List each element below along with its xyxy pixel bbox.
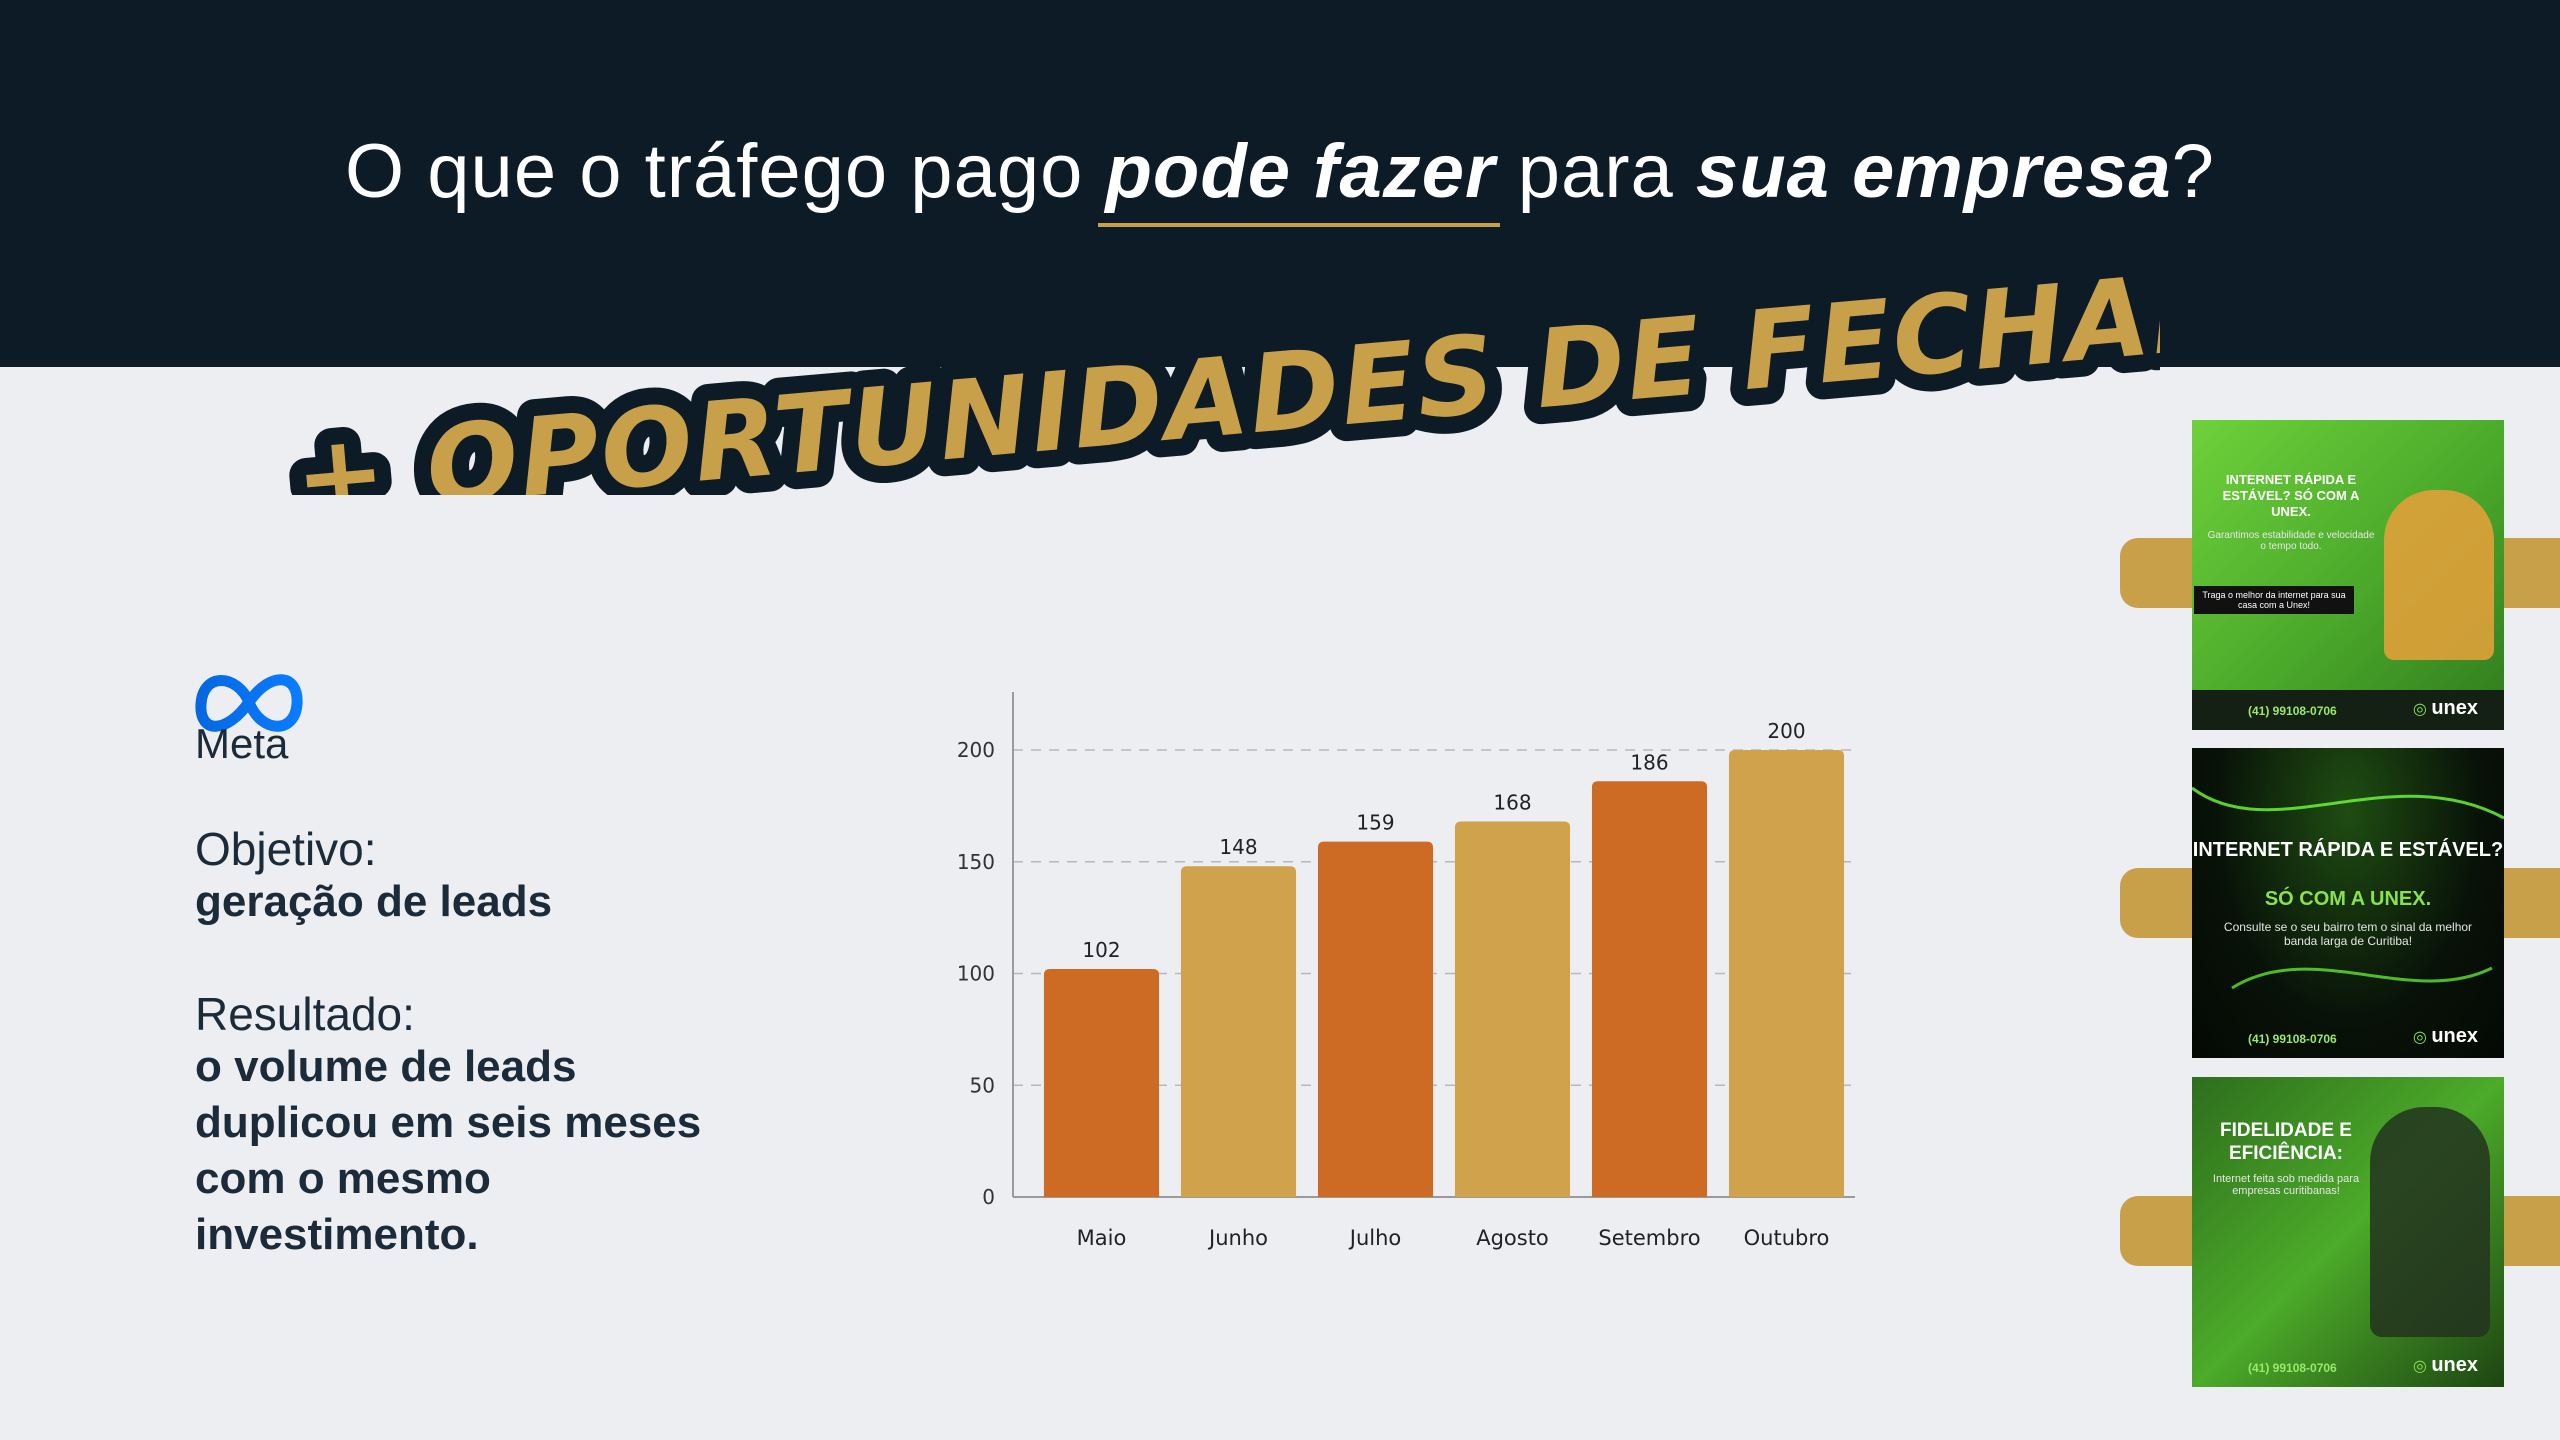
person-illustration — [2384, 490, 2494, 660]
bar-value-label: 186 — [1630, 750, 1668, 774]
y-tick-label: 100 — [957, 962, 995, 986]
bar-value-label: 102 — [1082, 938, 1120, 962]
bar-agosto — [1454, 821, 1571, 1197]
x-tick-label: Agosto — [1476, 1226, 1549, 1250]
unex-logo: unex — [2413, 1354, 2478, 1377]
bar-value-label: 159 — [1356, 811, 1394, 835]
title-emphasis-2: sua empresa — [1695, 129, 2172, 214]
ad-2-phone: (41) 99108-0706 — [2248, 1032, 2337, 1046]
bar-setembro — [1591, 781, 1708, 1197]
bar-maio — [1043, 969, 1160, 1197]
ad-3-phone: (41) 99108-0706 — [2248, 1361, 2337, 1375]
ad-1-title: INTERNET RÁPIDA E ESTÁVEL? SÓ COM A UNEX… — [2222, 472, 2360, 519]
person-illustration — [2370, 1107, 2490, 1337]
ad-1-subtitle: Garantimos estabilidade e velocidade o t… — [2207, 530, 2375, 552]
ad-thumbnail-1[interactable]: INTERNET RÁPIDA E ESTÁVEL? SÓ COM A UNEX… — [2192, 420, 2504, 730]
bar-julho — [1317, 841, 1434, 1197]
bar-value-label: 148 — [1219, 835, 1257, 859]
x-tick-label: Outubro — [1744, 1226, 1830, 1250]
objective-value: geração de leads — [195, 877, 553, 926]
y-tick-label: 150 — [957, 850, 995, 874]
title-part-1: O que o tráfego pago — [345, 129, 1106, 214]
title-part-3: ? — [2171, 129, 2215, 214]
objective-label: Objetivo: — [195, 823, 377, 875]
ad-1-tagline: Traga o melhor da internet para sua casa… — [2194, 586, 2354, 614]
ad-1-phone: (41) 99108-0706 — [2248, 704, 2337, 718]
bar-outubro — [1728, 750, 1845, 1197]
ad-2-highlight: SÓ COM A UNEX. — [2264, 888, 2432, 910]
unex-logo: unex — [2413, 697, 2478, 720]
meta-wordmark: Meta — [195, 720, 289, 767]
ad-3-title: FIDELIDADE E EFICIÊNCIA: — [2220, 1120, 2352, 1164]
title-part-2: para — [1495, 129, 1696, 214]
ad-2-subtitle: Consulte se o seu bairro tem o sinal da … — [2223, 920, 2473, 948]
green-light-swoosh — [2192, 786, 2504, 990]
result-value: o volume de leads duplicou em seis meses… — [195, 1042, 702, 1259]
ad-2-title: INTERNET RÁPIDA E ESTÁVEL? — [2192, 839, 2504, 861]
y-tick-label: 200 — [957, 738, 995, 762]
leads-bar-chart: 0 50 100 150 200 102 Maio 148 Junho 159 Julho 168 Ag… — [957, 692, 1855, 1250]
y-tick-label: 0 — [982, 1185, 995, 1209]
header-band: O que o tráfego pago pode fazer para sua… — [0, 0, 2560, 367]
x-tick-label: Julho — [1348, 1226, 1402, 1250]
opportunity-banner: + OPORTUNIDADES DE FECHAR NEGÓCIO — [273, 175, 2560, 558]
banner-text: + OPORTUNIDADES DE FECHAR NEGÓCIO — [290, 265, 2160, 495]
bar-value-label: 168 — [1493, 791, 1531, 815]
result-label: Resultado: — [195, 988, 415, 1040]
x-tick-label: Setembro — [1598, 1226, 1700, 1250]
bar-value-label: 200 — [1767, 719, 1805, 743]
page-title: O que o tráfego pago pode fazer para sua… — [0, 128, 2560, 227]
ad-thumbnail-2[interactable]: INTERNET RÁPIDA E ESTÁVEL? SÓ COM A UNEX… — [2192, 748, 2504, 1058]
bar-junho — [1180, 866, 1297, 1197]
ad-thumbnail-3[interactable]: FIDELIDADE E EFICIÊNCIA: Internet feita … — [2192, 1077, 2504, 1387]
y-tick-label: 50 — [970, 1073, 995, 1097]
ad-3-subtitle: Internet feita sob medida para empresas … — [2212, 1173, 2360, 1197]
title-emphasis-1: pode fazer — [1097, 129, 1500, 227]
unex-logo: unex — [2413, 1025, 2478, 1048]
x-tick-label: Junho — [1207, 1226, 1268, 1250]
x-tick-label: Maio — [1077, 1226, 1127, 1250]
meta-infinity-icon — [195, 674, 303, 732]
